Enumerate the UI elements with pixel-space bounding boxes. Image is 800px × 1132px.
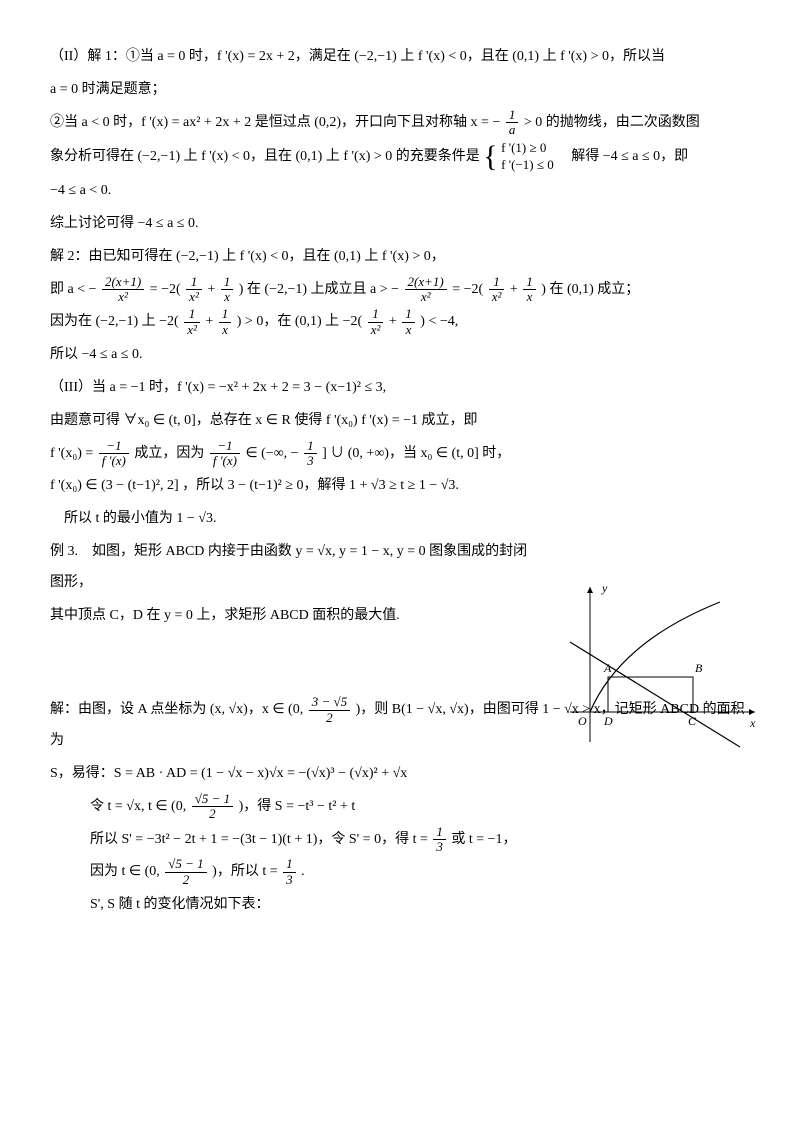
para-12: 由题意可得 ∀x₀ ∈ (t, 0]，总存在 x ∈ R 使得 f '(x₀) …: [50, 406, 750, 437]
para-2: a = 0 时满足题意；: [50, 75, 750, 106]
para-21: 所以 S' = −3t² − 2t + 1 = −(3t − 1)(t + 1)…: [50, 825, 750, 856]
para-13: f '(x₀) = −1f '(x) 成立，因为 −1f '(x) ∈ (−∞,…: [50, 439, 750, 470]
label-B: B: [695, 661, 703, 675]
geometry-figure: y x O A B C D: [560, 582, 760, 752]
para-6: 综上讨论可得 −4 ≤ a ≤ 0.: [50, 209, 750, 240]
label-D: D: [603, 714, 613, 728]
label-C: C: [688, 714, 697, 728]
para-16: 例 3. 如图，矩形 ABCD 内接于由函数 y = √x, y = 1 − x…: [50, 537, 540, 599]
para-14: f '(x₀) ∈ (3 − (t−1)², 2] ，所以 3 − (t−1)²…: [50, 471, 750, 502]
para-1: （II）解 1：①当 a = 0 时，f '(x) = 2x + 2，满足在 (…: [50, 42, 750, 73]
para-4: 象分析可得在 (−2,−1) 上 f '(x) < 0，且在 (0,1) 上 f…: [50, 140, 750, 174]
fraction: 1 a: [506, 108, 519, 138]
text: > 0 的抛物线，由二次函数图: [524, 115, 700, 130]
system: f '(1) ≥ 0 f '(−1) ≤ 0: [501, 140, 554, 174]
para-3: ②当 a < 0 时，f '(x) = ax² + 2x + 2 是恒过点 (0…: [50, 108, 750, 139]
label-x: x: [749, 716, 756, 730]
para-22: 因为 t ∈ (0, √5 − 12 )，所以 t = 13 .: [50, 857, 750, 888]
para-11: （III）当 a = −1 时，f '(x) = −x² + 2x + 2 = …: [50, 373, 750, 404]
para-5: −4 ≤ a < 0.: [50, 176, 750, 207]
text: ②当 a < 0 时，f '(x) = ax² + 2x + 2 是恒过点 (0…: [50, 115, 500, 130]
para-7: 解 2：由已知可得在 (−2,−1) 上 f '(x) < 0，且在 (0,1)…: [50, 242, 750, 273]
document-content: （II）解 1：①当 a = 0 时，f '(x) = 2x + 2，满足在 (…: [50, 42, 750, 921]
text: 解得 −4 ≤ a ≤ 0，即: [557, 150, 688, 165]
label-y: y: [601, 582, 608, 595]
para-10: 所以 −4 ≤ a ≤ 0.: [50, 340, 750, 371]
para-9: 因为在 (−2,−1) 上 −2( 1x² + 1x ) > 0，在 (0,1)…: [50, 307, 750, 338]
para-23: S', S 随 t 的变化情况如下表：: [50, 890, 750, 921]
para-20: 令 t = √x, t ∈ (0, √5 − 12 )，得 S = −t³ − …: [50, 792, 750, 823]
label-O: O: [578, 714, 587, 728]
brace-icon: {: [483, 142, 497, 172]
para-8: 即 a < − 2(x+1)x² = −2( 1x² + 1x ) 在 (−2,…: [50, 275, 750, 306]
para-15: 所以 t 的最小值为 1 − √3.: [50, 504, 750, 535]
text: 象分析可得在 (−2,−1) 上 f '(x) < 0，且在 (0,1) 上 f…: [50, 150, 483, 165]
para-19: S，易得：S = AB · AD = (1 − √x − x)√x = −(√x…: [50, 759, 750, 790]
label-A: A: [603, 661, 612, 675]
